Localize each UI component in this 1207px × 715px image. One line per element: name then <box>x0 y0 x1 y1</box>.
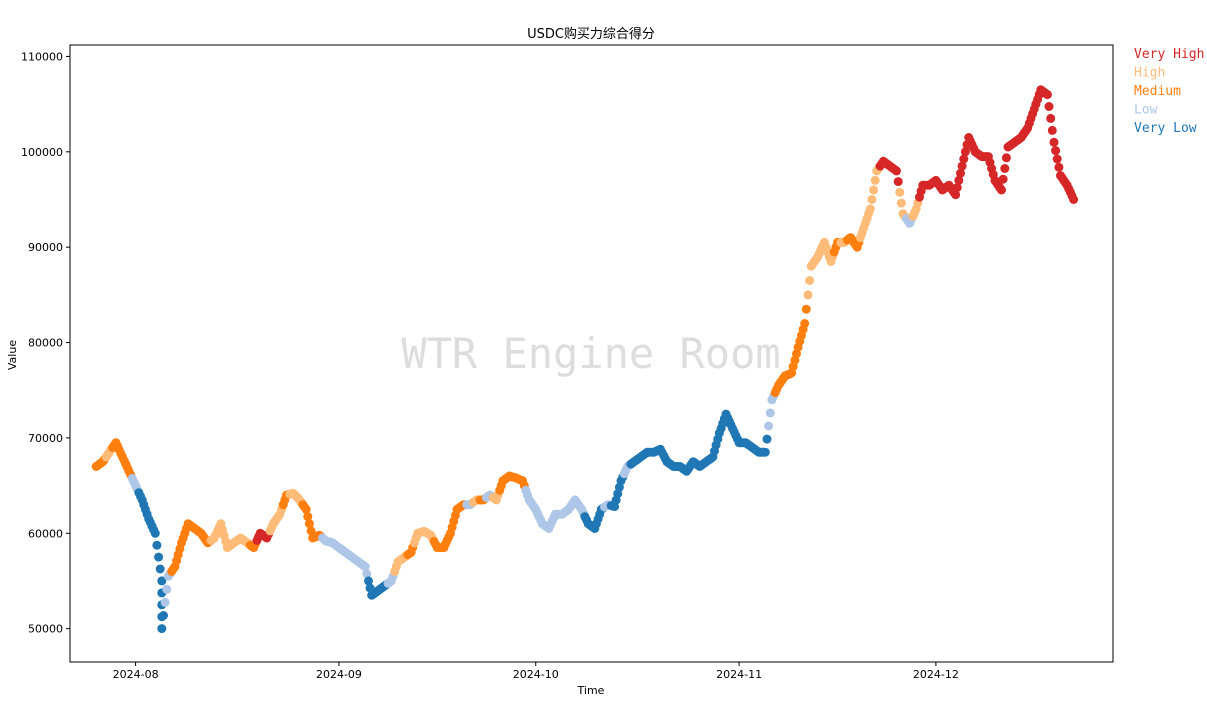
plot-frame <box>69 44 1114 663</box>
x-tick-label: 2024-09 <box>316 668 362 681</box>
scatter-point <box>1049 137 1059 147</box>
scatter-point-fill <box>1046 113 1056 123</box>
scatter-point <box>360 562 370 572</box>
points-layer <box>91 85 1079 634</box>
scatter-point-fill <box>764 421 774 431</box>
legend-item: Very High <box>1134 47 1204 62</box>
y-axis: 50000 60000 70000 80000 90000 100000 110000 <box>21 50 70 636</box>
y-tick-label: 100000 <box>21 146 63 159</box>
scatter-point <box>865 204 875 214</box>
legend-item: Low <box>1134 103 1158 118</box>
scatter-point-fill <box>1000 164 1010 173</box>
scatter-point-fill <box>960 147 970 157</box>
scatter-point-fill <box>304 519 314 529</box>
y-tick-label: 70000 <box>28 432 63 445</box>
scatter-point-fill <box>160 597 170 607</box>
scatter-point-fill <box>956 168 965 178</box>
scatter-point-fill <box>952 183 962 193</box>
scatter-point-fill <box>765 408 775 418</box>
legend-item: High <box>1134 66 1165 81</box>
scatter-point-fill <box>998 174 1008 184</box>
scatter-point-fill <box>959 154 969 164</box>
scatter-point <box>301 504 311 514</box>
x-tick-label: 2024-08 <box>113 668 159 681</box>
scatter-point-fill <box>954 175 964 185</box>
scatter-point-fill <box>895 187 905 197</box>
scatter-point-fill <box>1044 102 1054 111</box>
scatter-point-fill <box>303 512 313 522</box>
scatter-point-fill <box>803 290 813 300</box>
y-tick-label: 60000 <box>28 527 63 540</box>
scatter-point <box>892 166 901 176</box>
scatter-point <box>951 190 961 200</box>
legend-item: Very Low <box>1134 121 1197 136</box>
scatter-point <box>157 576 167 586</box>
y-axis-label: Value <box>6 340 19 370</box>
scatter-point-fill <box>867 195 877 204</box>
scatter-point-fill <box>155 564 165 574</box>
scatter-point <box>997 185 1006 195</box>
scatter-point-fill <box>869 185 879 195</box>
scatter-point-fill <box>762 434 772 444</box>
scatter-point-fill <box>801 304 811 314</box>
x-axis-label: Time <box>577 684 605 697</box>
scatter-point <box>157 624 167 634</box>
scatter-point-fill <box>364 576 373 586</box>
scatter-point-fill <box>1052 154 1062 164</box>
y-tick-label: 50000 <box>28 623 63 636</box>
scatter-point <box>957 161 967 171</box>
scatter-point-fill <box>152 540 162 550</box>
y-tick-label: 110000 <box>21 50 63 63</box>
scatter-point <box>1069 195 1079 204</box>
y-tick-label: 90000 <box>28 241 63 254</box>
chart-title: USDC购买力综合得分 <box>527 26 655 42</box>
scatter-point-fill <box>805 276 815 285</box>
scatter-point-fill <box>896 198 906 208</box>
scatter-point <box>1042 90 1052 100</box>
x-tick-label: 2024-11 <box>716 668 762 681</box>
scatter-point-fill <box>159 611 168 620</box>
scatter-point-fill <box>893 177 903 187</box>
legend-item: Medium <box>1134 84 1181 99</box>
scatter-point-fill <box>162 584 172 594</box>
scatter-point-fill <box>1001 153 1011 163</box>
scatter-point <box>760 447 770 457</box>
y-tick-label: 80000 <box>28 337 63 350</box>
scatter-point-fill <box>870 175 880 185</box>
x-tick-label: 2024-10 <box>513 668 559 681</box>
scatter-point <box>150 528 160 538</box>
scatter-point-fill <box>1054 162 1064 172</box>
x-axis: 2024-08 2024-09 2024-10 2024-11 2024-12 <box>113 662 959 681</box>
scatter-point-fill <box>1047 125 1057 135</box>
scatter-point-fill <box>154 552 164 562</box>
scatter-point-fill <box>362 569 372 579</box>
legend: Very High High Medium Low Very Low <box>1134 47 1204 136</box>
x-tick-label: 2024-12 <box>913 668 959 681</box>
scatter-point-fill <box>1051 146 1061 156</box>
scatter-point <box>800 319 810 328</box>
watermark: WTR Engine Room <box>401 329 780 378</box>
